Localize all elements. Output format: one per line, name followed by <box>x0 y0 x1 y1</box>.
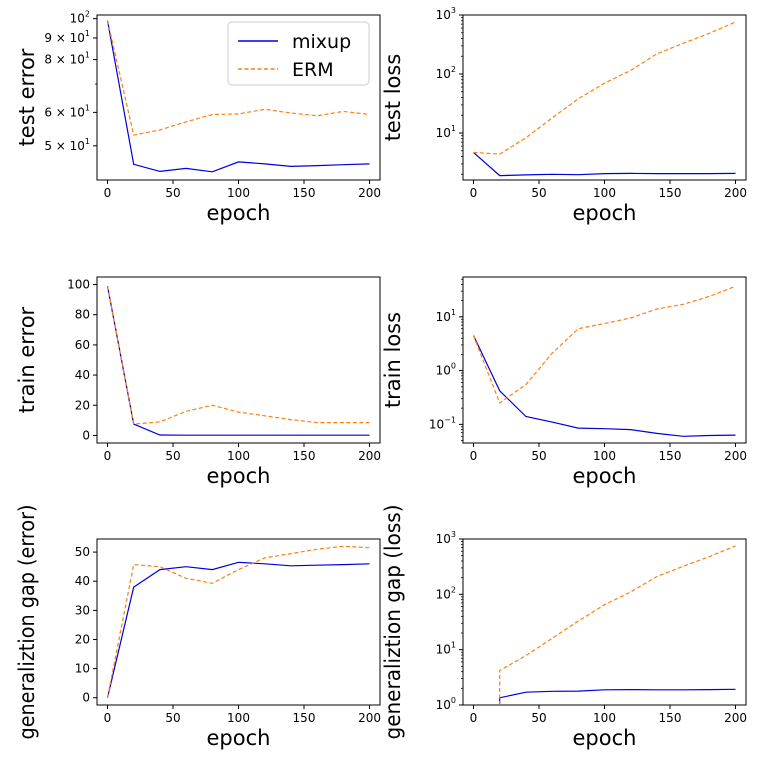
x-tick-label: 200 <box>724 711 747 725</box>
x-tick-label: 0 <box>104 449 112 463</box>
series-line-mixup <box>499 688 736 705</box>
x-axis-label: epoch <box>207 201 271 225</box>
y-tick-label: 103 <box>436 530 456 546</box>
y-tick-label: 100 <box>436 696 456 712</box>
y-tick-label: 80 <box>75 308 90 322</box>
y-tick-label: 0 <box>82 428 90 442</box>
series-line-erm <box>472 285 736 404</box>
x-tick-label: 150 <box>659 711 682 725</box>
panel-2: 0 50 100 150 200 101 102 103 epoch test loss <box>381 6 747 225</box>
y-tick-label: 102 <box>436 65 456 81</box>
x-tick-label: 100 <box>593 186 616 200</box>
x-tick-label: 150 <box>293 711 316 725</box>
y-axis-label: test loss <box>381 54 405 142</box>
axes-frame <box>96 276 381 444</box>
series-line-erm <box>106 545 370 698</box>
y-tick-label: 30 <box>75 603 90 617</box>
y-tick-label: 40 <box>75 574 90 588</box>
x-tick-label: 50 <box>531 186 546 200</box>
x-tick-label: 100 <box>227 186 250 200</box>
y-tick-label: 20 <box>75 632 90 646</box>
x-tick-label: 0 <box>104 186 112 200</box>
series-line-mixup <box>472 335 736 437</box>
x-tick-label: 0 <box>470 711 478 725</box>
y-axis-label: generaliztion gap (error) <box>15 505 39 740</box>
series-line-erm <box>106 20 370 136</box>
x-axis-label: epoch <box>207 464 271 488</box>
y-axis-label: train loss <box>381 312 405 408</box>
panel-6: 0 50 100 150 200 100 101 102 103 epoch generalizti… <box>381 505 747 751</box>
series-line-mixup <box>106 561 370 698</box>
x-tick-label: 100 <box>593 711 616 725</box>
y-tick-label: 100 <box>436 362 456 378</box>
x-tick-label: 100 <box>227 449 250 463</box>
y-tick-label: 101 <box>436 124 456 140</box>
x-tick-label: 200 <box>724 186 747 200</box>
x-tick-label: 100 <box>593 449 616 463</box>
axes-frame <box>462 276 747 444</box>
axes-frame <box>96 538 381 706</box>
y-tick-label: 9 × 101 <box>44 29 90 45</box>
y-tick-label: 10 <box>75 662 90 676</box>
x-tick-label: 50 <box>531 449 546 463</box>
y-axis-label: train error <box>15 306 39 413</box>
y-tick-label: 0 <box>82 691 90 705</box>
x-tick-label: 0 <box>470 186 478 200</box>
axes-frame <box>462 538 747 706</box>
y-axis-label: test error <box>15 48 39 146</box>
x-tick-label: 50 <box>165 186 180 200</box>
panel-4: 0 50 100 150 200 10−1 100 101 epoch train loss <box>381 276 747 488</box>
x-tick-label: 200 <box>358 711 381 725</box>
y-tick-label: 6 × 101 <box>44 103 90 119</box>
x-tick-label: 200 <box>724 449 747 463</box>
y-tick-label: 40 <box>75 368 90 382</box>
y-tick-label: 8 × 101 <box>44 51 90 67</box>
y-tick-label: 101 <box>436 641 456 657</box>
x-tick-label: 150 <box>659 449 682 463</box>
legend-label-mixup: mixup <box>292 31 351 53</box>
x-tick-label: 50 <box>165 449 180 463</box>
legend-box <box>227 21 370 86</box>
x-axis-label: epoch <box>573 726 637 750</box>
x-axis-label: epoch <box>573 464 637 488</box>
y-tick-label: 60 <box>75 338 90 352</box>
legend-label-erm: ERM <box>292 59 334 81</box>
y-tick-label: 100 <box>67 278 90 292</box>
x-axis-label: epoch <box>207 726 271 750</box>
x-tick-label: 200 <box>358 449 381 463</box>
series-line-mixup <box>106 285 370 436</box>
axes-frame <box>462 14 747 181</box>
y-tick-label: 102 <box>70 10 90 26</box>
y-axis-label: generaliztion gap (loss) <box>381 505 405 740</box>
x-axis-label: epoch <box>573 201 637 225</box>
series-line-erm <box>106 285 370 425</box>
y-tick-label: 5 × 101 <box>44 137 90 153</box>
x-tick-label: 0 <box>470 449 478 463</box>
x-tick-label: 0 <box>104 711 112 725</box>
y-tick-label: 50 <box>75 545 90 559</box>
series-line-erm <box>473 21 736 155</box>
legend: mixup ERM <box>227 21 370 86</box>
y-tick-label: 20 <box>75 398 90 412</box>
x-tick-label: 150 <box>293 186 316 200</box>
series-line-mixup <box>473 151 736 177</box>
x-tick-label: 50 <box>531 711 546 725</box>
y-tick-label: 101 <box>436 308 456 324</box>
series-line-mixup <box>106 20 370 173</box>
series-line-erm <box>499 545 736 705</box>
x-tick-label: 50 <box>165 711 180 725</box>
x-tick-label: 100 <box>227 711 250 725</box>
y-tick-label: 10−1 <box>429 415 456 431</box>
panel-5: 0 50 100 150 200 0 10 20 30 40 50 epoch generaliztio… <box>15 505 381 751</box>
y-tick-label: 103 <box>436 6 456 22</box>
y-tick-label: 102 <box>436 585 456 601</box>
x-tick-label: 150 <box>659 186 682 200</box>
x-tick-label: 150 <box>293 449 316 463</box>
x-tick-label: 200 <box>358 186 381 200</box>
panel-1: 0 50 100 150 200 5 × 101 6 × 101 8 × 101 9 × 101… <box>15 10 381 225</box>
